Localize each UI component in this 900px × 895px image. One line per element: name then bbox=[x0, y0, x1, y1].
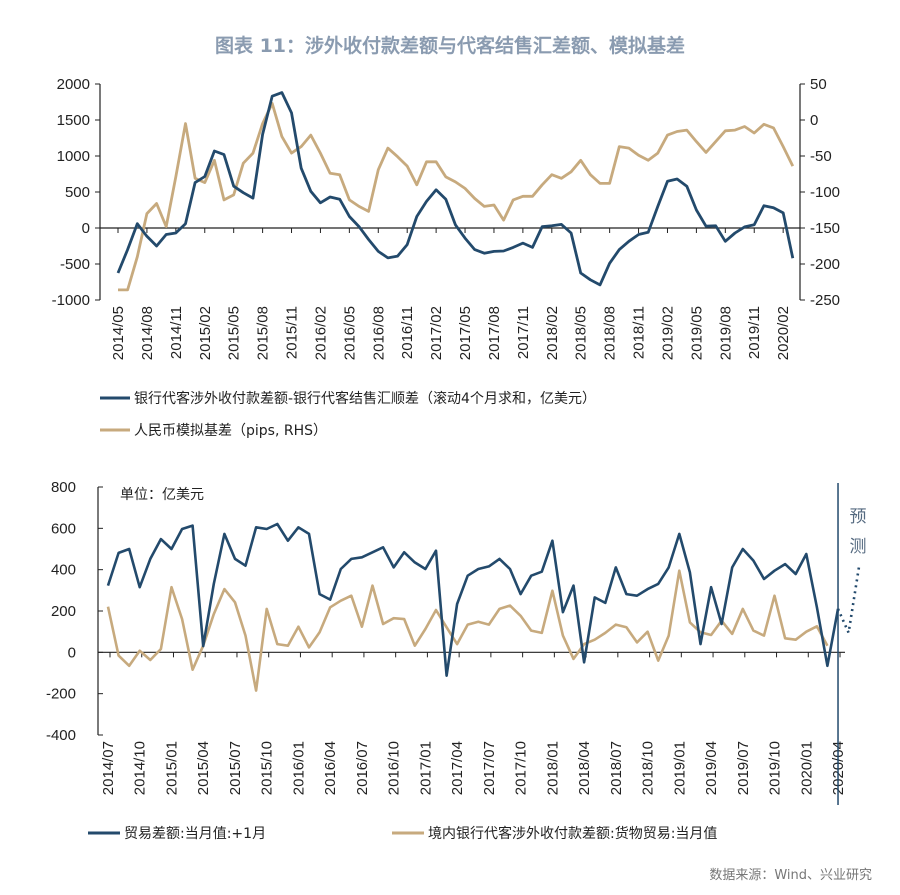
legend-label: 银行代客涉外收付款差额-银行代客结售汇顺差（滚动4个月求和，亿美元） bbox=[134, 390, 596, 407]
right-y-tick-label: 50 bbox=[810, 76, 827, 93]
x-tick-label: 2016/10 bbox=[386, 741, 403, 795]
y-tick-label: 600 bbox=[51, 520, 76, 537]
x-tick-label: 2017/04 bbox=[449, 741, 466, 795]
x-tick-label: 2017/08 bbox=[486, 306, 503, 360]
left-y-tick-label: 2000 bbox=[57, 76, 90, 93]
series-line bbox=[106, 569, 829, 692]
x-tick-label: 2015/02 bbox=[197, 306, 214, 360]
x-tick-label: 2019/11 bbox=[746, 306, 763, 359]
figure-title: 图表 11：涉外收付款差额与代客结售汇差额、模拟基差 bbox=[215, 34, 685, 57]
forecast-label: 测 bbox=[850, 537, 867, 557]
legend-label: 贸易差额:当月值:+1月 bbox=[124, 826, 266, 842]
right-y-tick-label: 0 bbox=[810, 112, 818, 129]
x-tick-label: 2020/01 bbox=[798, 741, 815, 795]
left-y-tick-label: 500 bbox=[65, 184, 90, 201]
y-tick-label: 200 bbox=[51, 603, 76, 620]
x-tick-label: 2017/07 bbox=[481, 741, 498, 795]
x-tick-label: 2018/04 bbox=[576, 741, 593, 795]
y-tick-label: -200 bbox=[46, 686, 76, 703]
y-tick-label: 400 bbox=[51, 562, 76, 579]
forecast-label: 预 bbox=[850, 507, 867, 527]
x-tick-label: 2014/07 bbox=[100, 741, 117, 795]
x-tick-label: 2018/02 bbox=[544, 306, 561, 360]
x-tick-label: 2019/01 bbox=[671, 741, 688, 795]
forecast-line bbox=[836, 565, 861, 638]
right-y-tick-label: -50 bbox=[810, 148, 832, 165]
x-tick-label: 2014/08 bbox=[139, 306, 156, 360]
source-note: 数据来源：Wind、兴业研究 bbox=[709, 868, 872, 883]
legend-label: 境内银行代客涉外收付款差额:货物贸易:当月值 bbox=[428, 825, 717, 842]
left-y-tick-label: 1500 bbox=[57, 112, 90, 129]
x-tick-label: 2014/05 bbox=[110, 306, 127, 360]
x-tick-label: 2016/11 bbox=[399, 306, 416, 359]
chart-1: 2000150010005000-500-1000500-50-100-150-… bbox=[52, 76, 840, 439]
x-tick-label: 2015/04 bbox=[195, 741, 212, 795]
x-tick-label: 2019/10 bbox=[767, 741, 784, 795]
y-tick-label: 0 bbox=[68, 644, 76, 661]
x-tick-label: 2017/02 bbox=[428, 306, 445, 360]
left-y-tick-label: -500 bbox=[60, 256, 90, 273]
left-y-tick-label: 0 bbox=[82, 220, 90, 237]
right-y-tick-label: -250 bbox=[810, 292, 840, 309]
left-y-tick-label: 1000 bbox=[57, 148, 90, 165]
x-tick-label: 2014/10 bbox=[132, 741, 149, 795]
right-y-tick-label: -100 bbox=[810, 184, 840, 201]
x-tick-label: 2019/07 bbox=[735, 741, 752, 795]
x-tick-label: 2014/11 bbox=[168, 306, 185, 359]
x-tick-label: 2017/01 bbox=[417, 741, 434, 795]
x-tick-label: 2015/01 bbox=[163, 741, 180, 795]
x-tick-label: 2016/05 bbox=[341, 306, 358, 360]
x-tick-label: 2018/10 bbox=[640, 741, 657, 795]
x-tick-label: 2016/01 bbox=[290, 741, 307, 795]
x-tick-label: 2019/05 bbox=[688, 306, 705, 360]
series-line-right bbox=[118, 102, 795, 292]
x-tick-label: 2015/10 bbox=[259, 741, 276, 795]
x-tick-label: 2016/08 bbox=[370, 306, 387, 360]
x-tick-label: 2018/05 bbox=[573, 306, 590, 360]
x-tick-label: 2015/05 bbox=[226, 306, 243, 360]
x-tick-label: 2018/11 bbox=[631, 306, 648, 359]
unit-label: 单位：亿美元 bbox=[120, 487, 204, 503]
chart-2: 800 600 400 200 0 -200 -400 2014/07 2014/10 2015/… bbox=[46, 479, 867, 842]
series-line bbox=[106, 522, 840, 678]
x-tick-label: 2016/02 bbox=[312, 306, 329, 360]
x-tick-label: 2015/07 bbox=[227, 741, 244, 795]
x-tick-label: 2018/07 bbox=[608, 741, 625, 795]
series-line-left bbox=[116, 91, 795, 287]
x-tick-label: 2017/10 bbox=[513, 741, 530, 795]
x-tick-label: 2019/08 bbox=[717, 306, 734, 360]
x-tick-label: 2015/08 bbox=[255, 306, 272, 360]
x-tick-label: 2018/01 bbox=[544, 741, 561, 795]
x-tick-label: 2018/08 bbox=[602, 306, 619, 360]
right-y-tick-label: -150 bbox=[810, 220, 840, 237]
x-tick-label: 2019/04 bbox=[703, 741, 720, 795]
left-y-tick-label: -1000 bbox=[52, 292, 90, 309]
x-tick-label: 2019/02 bbox=[659, 306, 676, 360]
x-tick-label: 2020/02 bbox=[775, 306, 792, 360]
y-tick-label: 800 bbox=[51, 479, 76, 496]
legend-label: 人民币模拟基差（pips, RHS） bbox=[134, 422, 327, 439]
x-tick-label: 2017/11 bbox=[515, 306, 532, 359]
x-tick-label: 2015/11 bbox=[284, 306, 301, 359]
y-tick-label: -400 bbox=[46, 727, 76, 744]
right-y-tick-label: -200 bbox=[810, 256, 840, 273]
x-tick-label: 2016/04 bbox=[322, 741, 339, 795]
x-tick-label: 2016/07 bbox=[354, 741, 371, 795]
x-tick-label: 2017/05 bbox=[457, 306, 474, 360]
